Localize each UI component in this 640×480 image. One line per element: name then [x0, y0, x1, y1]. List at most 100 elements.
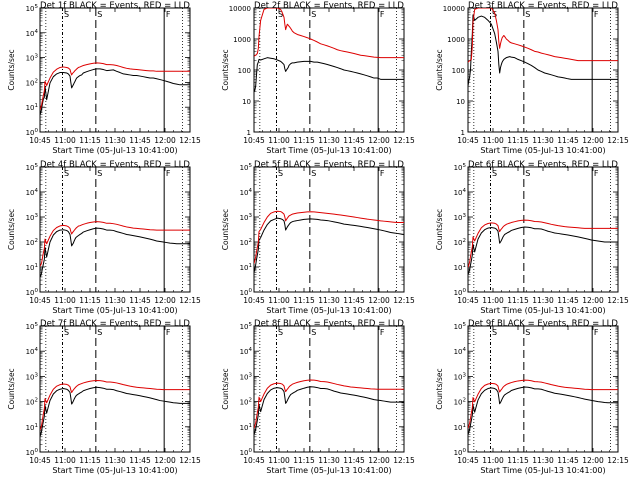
event-marker-label: S [525, 328, 530, 337]
series-group [40, 379, 190, 437]
y-axis-label: Counts/sec [7, 209, 16, 250]
event-marker-label: F [380, 169, 385, 178]
x-tick-label: 11:45 [129, 296, 151, 305]
y-tick-base: 10 [26, 323, 35, 331]
x-tick-label: 11:00 [482, 456, 504, 465]
series-group [468, 219, 618, 276]
y-tick-base: 10 [26, 399, 35, 407]
y-tick-label: 104 [454, 347, 467, 356]
y-tick-label: 10 [456, 98, 465, 106]
y-tick-label: 102 [454, 238, 466, 247]
y-tick-exponent: 1 [35, 103, 39, 109]
x-tick-label: 12:15 [607, 456, 629, 465]
y-tick-label: 105 [454, 163, 467, 172]
y-tick-label: 101 [454, 263, 466, 272]
y-tick-label: 101 [26, 103, 38, 112]
lld-series-line [254, 210, 404, 265]
event-marker-label: S [311, 10, 316, 19]
y-tick-base: 10 [26, 424, 35, 432]
x-tick-label: 11:15 [79, 136, 101, 145]
y-tick-exponent: 1 [35, 263, 39, 269]
y-tick-label: 103 [26, 54, 39, 63]
y-tick-label: 10000 [443, 5, 465, 13]
y-tick-label: 100 [238, 67, 251, 75]
y-tick-base: 10 [240, 399, 249, 407]
x-tick-label: 11:30 [532, 456, 554, 465]
x-tick-label: 12:00 [154, 136, 176, 145]
y-axis-label: Counts/sec [435, 209, 444, 250]
panel-title: Det 8f BLACK = Events, RED = LLD [254, 319, 404, 329]
y-axis-label: Counts/sec [221, 49, 230, 90]
y-tick-label: 102 [26, 78, 38, 87]
y-tick-exponent: 0 [35, 288, 39, 294]
y-axis-label: Counts/sec [435, 49, 444, 90]
y-tick-base: 10 [26, 104, 35, 112]
x-tick-label: 11:30 [532, 136, 554, 145]
y-tick-exponent: 5 [35, 4, 39, 10]
x-tick-label: 10:45 [29, 296, 51, 305]
y-tick-label: 1000 [233, 36, 251, 44]
y-tick-base: 10 [26, 239, 35, 247]
y-tick-exponent: 3 [463, 372, 467, 378]
event-marker-label: S [97, 169, 102, 178]
y-tick-base: 10 [240, 164, 249, 172]
y-tick-label: 100 [454, 288, 467, 297]
x-tick-label: 12:00 [154, 456, 176, 465]
y-tick-base: 10 [240, 239, 249, 247]
y-tick-exponent: 2 [249, 238, 253, 244]
x-tick-label: 11:30 [104, 456, 126, 465]
y-tick-exponent: 4 [463, 347, 467, 353]
event-marker-label: S [278, 328, 283, 337]
y-tick-exponent: 0 [35, 448, 39, 454]
y-tick-exponent: 5 [249, 163, 253, 169]
lld-series-line [254, 379, 404, 429]
y-tick-label: 101 [26, 263, 38, 272]
y-tick-label: 105 [240, 163, 253, 172]
lld-series-line [468, 8, 618, 63]
event-marker-label: F [166, 328, 171, 337]
series-group [40, 62, 190, 116]
x-tick-label: 10:45 [243, 296, 265, 305]
x-tick-label: 11:30 [318, 296, 340, 305]
event-marker-label: S [492, 328, 497, 337]
y-tick-base: 10 [240, 449, 249, 457]
y-tick-base: 10 [26, 189, 35, 197]
y-tick-label: 100 [452, 67, 465, 75]
panel-title: Det 6f BLACK = Events, RED = LLD [468, 160, 618, 170]
y-tick-label: 103 [454, 213, 467, 222]
y-tick-label: 103 [240, 213, 253, 222]
x-tick-label: 12:15 [179, 456, 201, 465]
y-tick-base: 10 [454, 214, 463, 222]
y-tick-exponent: 2 [249, 398, 253, 404]
y-tick-label: 104 [240, 188, 253, 197]
lld-series-line [468, 379, 618, 429]
event-marker-label: F [166, 169, 171, 178]
panel-title: Det 5f BLACK = Events, RED = LLD [254, 160, 404, 170]
y-tick-label: 101 [26, 423, 38, 432]
x-tick-label: 10:45 [457, 456, 479, 465]
x-tick-label: 11:45 [343, 456, 365, 465]
y-tick-base: 10 [240, 214, 249, 222]
y-tick-exponent: 2 [35, 238, 39, 244]
y-tick-label: 100 [26, 288, 39, 297]
x-tick-label: 12:15 [393, 136, 415, 145]
x-tick-label: 10:45 [457, 136, 479, 145]
event-marker-label: S [278, 169, 283, 178]
panel-title: Det 9f BLACK = Events, RED = LLD [468, 319, 618, 329]
x-tick-label: 12:00 [582, 456, 604, 465]
panel-title: Det 1f BLACK = Events, RED = LLD [40, 1, 190, 11]
y-tick-label: 102 [240, 398, 252, 407]
x-tick-label: 11:45 [557, 296, 579, 305]
y-tick-exponent: 2 [463, 238, 467, 244]
x-tick-label: 12:00 [582, 136, 604, 145]
y-axis-label: Counts/sec [7, 368, 16, 409]
x-tick-label: 11:15 [293, 136, 315, 145]
y-tick-base: 10 [26, 5, 35, 13]
y-tick-exponent: 3 [35, 372, 39, 378]
y-tick-exponent: 1 [463, 423, 467, 429]
x-tick-label: 11:00 [268, 136, 290, 145]
event-marker-label: F [594, 10, 599, 19]
y-tick-exponent: 1 [35, 423, 39, 429]
